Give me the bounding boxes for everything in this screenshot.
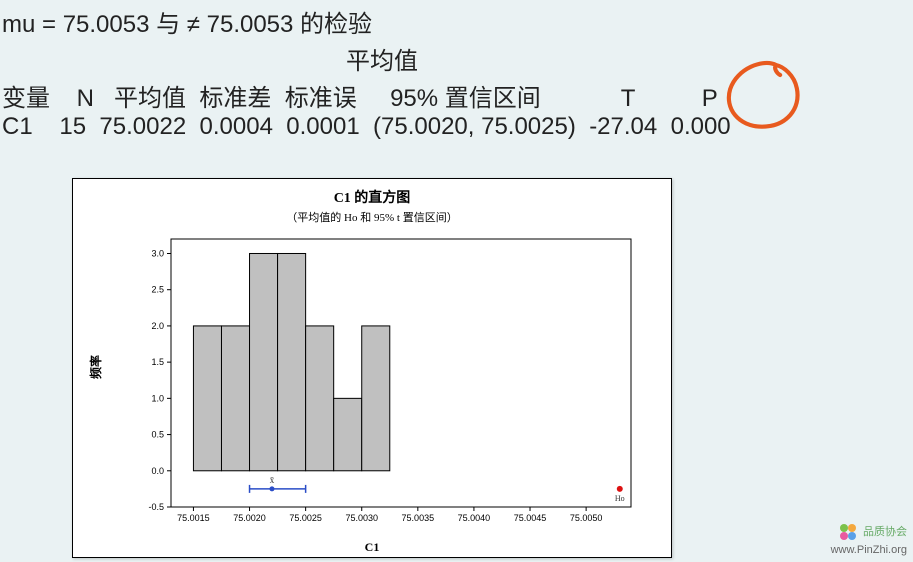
stats-output: mu = 75.0053 与 ≠ 75.0053 的检验 平均值 变量 N 平均…: [2, 4, 911, 141]
svg-text:2.0: 2.0: [151, 321, 164, 331]
chart-subtitle: （平均值的 Ho 和 95% t 置信区间）: [73, 209, 671, 225]
histogram-plot: -0.5 0.0 0.5 1.0 1.5 2.0 2.5 3.0 75.0015 75.0020 7…: [141, 233, 641, 533]
chart-title: C1 的直方图: [73, 187, 671, 207]
svg-text:x̄: x̄: [270, 475, 275, 485]
svg-text:1.0: 1.0: [151, 393, 164, 403]
watermark-brand: 品质协会: [863, 526, 907, 538]
watermark-logo-icon: [836, 520, 860, 544]
svg-text:75.0040: 75.0040: [458, 513, 491, 523]
stats-header-row: 变量 N 平均值 标准差 标准误 95% 置信区间 T P: [2, 78, 911, 113]
watermark: 品质协会 www.PinZhi.org: [831, 520, 907, 556]
svg-text:2.5: 2.5: [151, 285, 164, 295]
svg-text:3.0: 3.0: [151, 248, 164, 258]
svg-text:0.0: 0.0: [151, 466, 164, 476]
svg-text:1.5: 1.5: [151, 357, 164, 367]
watermark-url: www.PinZhi.org: [831, 544, 907, 556]
svg-text:75.0025: 75.0025: [289, 513, 322, 523]
svg-text:75.0045: 75.0045: [514, 513, 547, 523]
stats-data-row: C1 15 75.0022 0.0004 0.0001 (75.0020, 75…: [2, 113, 911, 141]
svg-text:75.0030: 75.0030: [345, 513, 378, 523]
mean-center-label: 平均值: [2, 41, 762, 76]
svg-text:75.0050: 75.0050: [570, 513, 603, 523]
svg-text:0.5: 0.5: [151, 430, 164, 440]
svg-text:75.0015: 75.0015: [177, 513, 210, 523]
histogram-panel: C1 的直方图 （平均值的 Ho 和 95% t 置信区间） 频率 C1 -0.…: [72, 178, 672, 558]
svg-text:-0.5: -0.5: [148, 502, 164, 512]
x-axis-label: C1: [365, 540, 380, 555]
chart-titles: C1 的直方图 （平均值的 Ho 和 95% t 置信区间）: [73, 179, 671, 225]
svg-text:75.0035: 75.0035: [402, 513, 435, 523]
svg-text:Ho: Ho: [615, 494, 625, 503]
svg-text:75.0020: 75.0020: [233, 513, 266, 523]
hypothesis-line: mu = 75.0053 与 ≠ 75.0053 的检验: [2, 4, 911, 39]
y-axis-label: 频率: [87, 355, 104, 379]
